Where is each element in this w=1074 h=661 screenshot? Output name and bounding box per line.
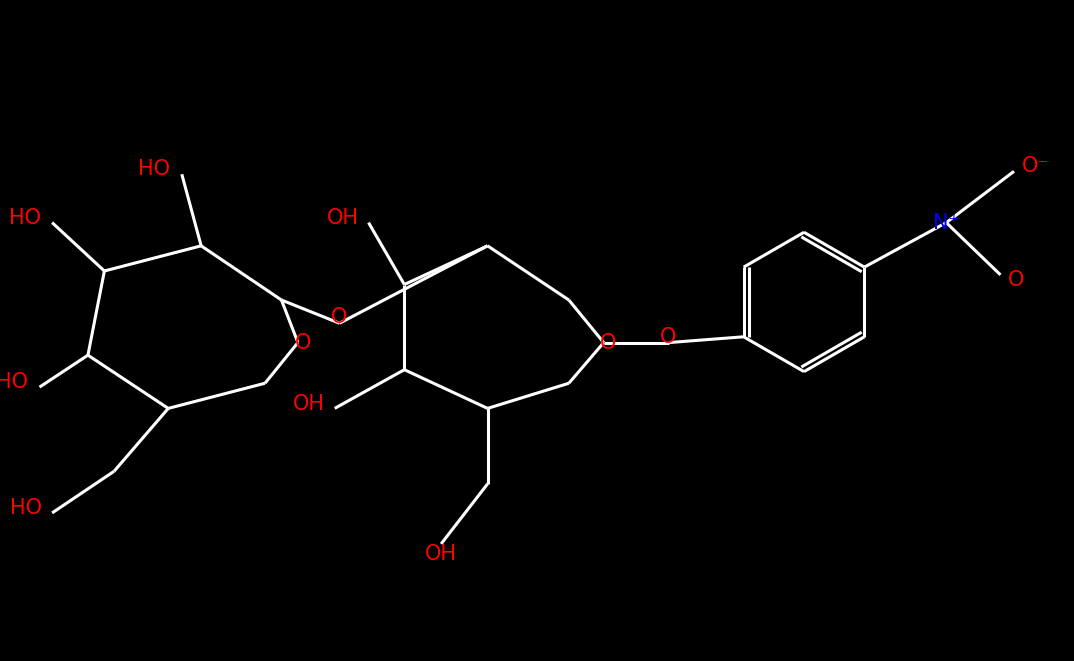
Text: OH: OH bbox=[326, 208, 359, 228]
Text: O: O bbox=[661, 327, 677, 347]
Text: HO: HO bbox=[0, 372, 28, 392]
Text: O: O bbox=[332, 307, 348, 327]
Text: O: O bbox=[1008, 270, 1025, 290]
Text: O: O bbox=[600, 332, 616, 352]
Text: O: O bbox=[294, 332, 311, 352]
Text: OH: OH bbox=[425, 543, 458, 564]
Text: O⁻: O⁻ bbox=[1021, 157, 1049, 176]
Text: HO: HO bbox=[11, 498, 43, 518]
Text: HO: HO bbox=[9, 208, 41, 228]
Text: OH: OH bbox=[293, 393, 325, 414]
Text: HO: HO bbox=[139, 159, 170, 179]
Text: N⁺: N⁺ bbox=[933, 213, 959, 233]
